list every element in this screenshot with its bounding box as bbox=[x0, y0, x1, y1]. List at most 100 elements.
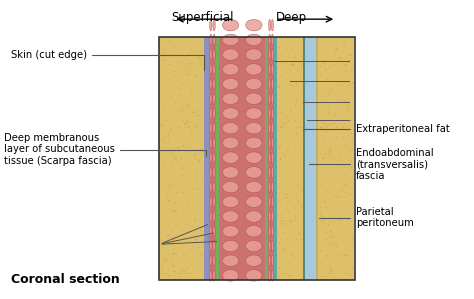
Point bbox=[175, 146, 182, 151]
Point bbox=[178, 215, 186, 220]
Ellipse shape bbox=[272, 240, 273, 252]
Ellipse shape bbox=[246, 34, 262, 45]
Ellipse shape bbox=[246, 167, 262, 178]
Point bbox=[296, 158, 303, 163]
Point bbox=[319, 273, 326, 278]
Point bbox=[277, 122, 284, 127]
Point bbox=[170, 208, 177, 213]
Point bbox=[278, 111, 285, 115]
Point bbox=[342, 73, 350, 78]
Point bbox=[345, 52, 353, 57]
Ellipse shape bbox=[210, 255, 212, 266]
Ellipse shape bbox=[246, 137, 262, 149]
Point bbox=[157, 122, 165, 127]
Point bbox=[340, 181, 347, 186]
Point bbox=[348, 236, 356, 241]
Point bbox=[197, 190, 205, 195]
Point bbox=[318, 40, 326, 45]
Point bbox=[159, 58, 167, 63]
Point bbox=[168, 234, 176, 239]
Point bbox=[163, 111, 170, 115]
Point bbox=[338, 62, 346, 67]
Ellipse shape bbox=[246, 152, 262, 163]
Point bbox=[279, 248, 286, 252]
Point bbox=[177, 86, 184, 91]
Point bbox=[191, 74, 199, 79]
Point bbox=[198, 52, 205, 57]
Point bbox=[191, 73, 199, 77]
Point bbox=[171, 69, 178, 74]
Point bbox=[172, 199, 179, 204]
Point bbox=[334, 97, 341, 102]
Point bbox=[285, 51, 292, 56]
Point bbox=[182, 138, 189, 143]
Point bbox=[182, 72, 190, 77]
Point bbox=[325, 122, 333, 126]
Point bbox=[195, 244, 202, 249]
Ellipse shape bbox=[222, 152, 239, 163]
Point bbox=[331, 48, 339, 53]
Point bbox=[164, 131, 172, 135]
Point bbox=[292, 81, 300, 86]
Point bbox=[275, 44, 283, 49]
Ellipse shape bbox=[272, 64, 273, 75]
Point bbox=[348, 147, 356, 152]
Point bbox=[276, 53, 283, 57]
Point bbox=[289, 46, 296, 51]
Ellipse shape bbox=[269, 167, 271, 178]
Point bbox=[170, 269, 178, 273]
Point bbox=[178, 108, 185, 112]
Point bbox=[282, 130, 289, 135]
Point bbox=[328, 267, 335, 272]
Point bbox=[166, 145, 174, 150]
Point bbox=[194, 108, 202, 113]
Ellipse shape bbox=[213, 152, 215, 163]
Point bbox=[191, 152, 199, 156]
Point bbox=[327, 269, 334, 274]
Point bbox=[345, 102, 352, 107]
Point bbox=[162, 86, 169, 91]
Point bbox=[195, 158, 202, 163]
Point bbox=[165, 197, 173, 202]
Point bbox=[178, 189, 186, 194]
Point bbox=[346, 67, 354, 71]
Bar bbox=[265, 37, 268, 280]
Point bbox=[341, 252, 349, 257]
Point bbox=[166, 105, 173, 110]
Ellipse shape bbox=[272, 152, 273, 163]
Point bbox=[286, 272, 293, 277]
Point bbox=[336, 55, 344, 60]
Point bbox=[178, 155, 185, 160]
Ellipse shape bbox=[272, 34, 273, 45]
Point bbox=[161, 181, 168, 186]
Point bbox=[159, 103, 167, 107]
Point bbox=[347, 118, 355, 123]
Point bbox=[170, 268, 178, 273]
Point bbox=[167, 208, 174, 213]
Point bbox=[282, 192, 290, 196]
Point bbox=[281, 153, 289, 158]
Point bbox=[330, 72, 337, 77]
Point bbox=[180, 210, 187, 215]
Point bbox=[180, 143, 187, 147]
Point bbox=[168, 183, 176, 188]
Point bbox=[288, 83, 296, 88]
Ellipse shape bbox=[272, 49, 273, 60]
Point bbox=[179, 117, 186, 122]
Point bbox=[173, 252, 180, 257]
Point bbox=[326, 234, 334, 239]
Point bbox=[278, 124, 285, 129]
Point bbox=[172, 175, 180, 180]
Point bbox=[158, 46, 166, 51]
Point bbox=[288, 62, 295, 66]
Point bbox=[294, 153, 301, 158]
Ellipse shape bbox=[269, 152, 271, 163]
Ellipse shape bbox=[210, 152, 212, 163]
Bar bbox=[302, 37, 305, 280]
Point bbox=[177, 266, 185, 271]
Point bbox=[161, 46, 169, 51]
Point bbox=[287, 251, 294, 255]
Point bbox=[163, 192, 171, 196]
Point bbox=[182, 64, 190, 69]
Point bbox=[170, 156, 178, 161]
